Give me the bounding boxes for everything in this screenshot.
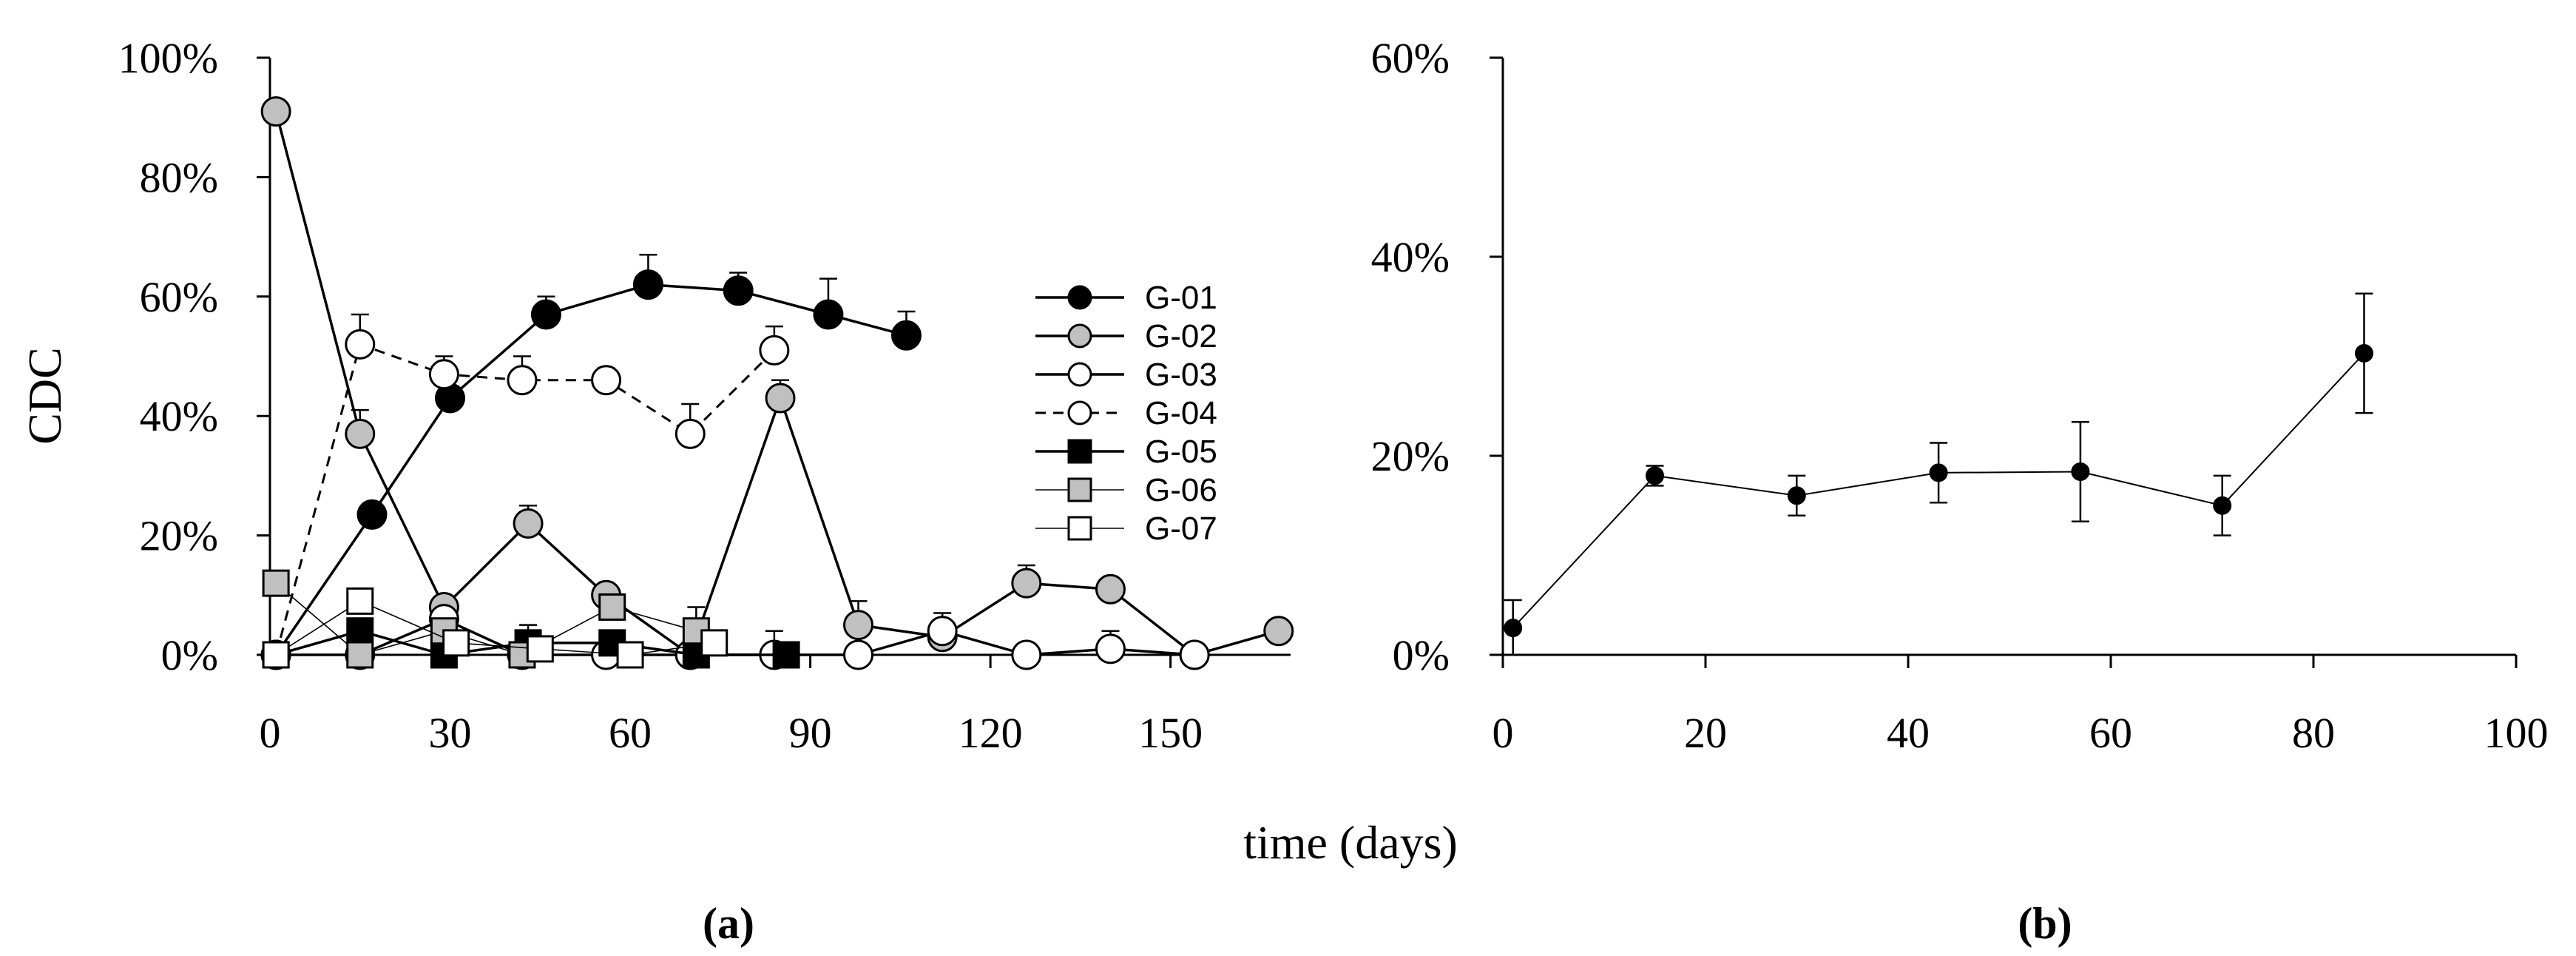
legend-label-g-03: G-03 — [1145, 357, 1217, 393]
shared-x-axis-label: time (days) — [1243, 816, 1458, 869]
series-line — [275, 582, 697, 656]
data-point — [598, 593, 626, 621]
data-point — [772, 641, 800, 669]
data-point — [2071, 462, 2090, 482]
data-point — [262, 641, 290, 669]
data-point — [700, 629, 728, 657]
data-point — [262, 569, 290, 597]
data-point — [1646, 466, 1664, 485]
legend-marker-g-01 — [1067, 285, 1092, 310]
data-point — [356, 499, 388, 530]
legend-marker-g-04 — [1067, 400, 1092, 425]
data-point — [507, 365, 538, 396]
data-point — [1504, 619, 1523, 638]
y-tick-label: 60% — [1371, 34, 1450, 82]
y-tick-label: 100% — [118, 34, 218, 82]
y-tick-label: 0% — [1393, 631, 1450, 679]
data-point — [526, 635, 554, 663]
data-point — [927, 616, 958, 647]
y-tick-label: 60% — [140, 273, 218, 321]
series-g-04 — [260, 313, 790, 670]
series-g-03 — [260, 604, 1210, 670]
series-g-07 — [262, 587, 728, 669]
y-tick-label: 20% — [140, 512, 218, 560]
legend-label-g-02: G-02 — [1145, 318, 1217, 354]
data-point — [1095, 573, 1126, 605]
data-point — [513, 508, 544, 539]
data-point — [1263, 616, 1294, 647]
data-point — [442, 629, 470, 657]
x-tick-label: 100 — [2484, 709, 2549, 757]
y-tick-label: 20% — [1371, 432, 1450, 480]
y-tick-label: 0% — [161, 631, 218, 679]
series-main — [1504, 292, 2373, 656]
x-tick-label: 0 — [1492, 709, 1514, 757]
series-line — [275, 600, 714, 656]
data-point — [346, 617, 374, 645]
data-point — [1179, 639, 1210, 670]
legend: G-01G-02G-03G-04G-05G-06G-07 — [1035, 280, 1217, 547]
y-tick-label: 80% — [140, 153, 218, 201]
data-point — [346, 587, 374, 615]
panel-label-b: (b) — [2018, 899, 2072, 948]
data-point — [723, 275, 754, 306]
data-point — [591, 365, 622, 396]
x-tick-label: 0 — [260, 709, 281, 757]
x-tick-label: 90 — [789, 709, 832, 757]
data-point — [1095, 633, 1126, 664]
data-point — [345, 329, 376, 360]
data-point — [843, 610, 874, 641]
series-line — [274, 111, 1279, 656]
chart-panel-b: 0% 20% 40% 60% 0 20 40 60 80 100 — [1371, 34, 2549, 757]
data-point — [843, 639, 874, 670]
series-g-02 — [260, 96, 1294, 670]
x-tick-label: 40 — [1887, 709, 1930, 757]
x-tick-label: 150 — [1138, 709, 1203, 757]
data-point — [632, 269, 663, 300]
y-axis-label: CDC — [18, 347, 71, 445]
data-point — [759, 334, 790, 366]
x-tick-label: 60 — [2089, 709, 2132, 757]
legend-marker-g-03 — [1067, 362, 1092, 387]
y-tick-label: 40% — [1371, 233, 1450, 281]
y-tick-label: 40% — [140, 392, 218, 440]
panel-label-a: (a) — [703, 899, 754, 948]
data-point — [530, 299, 561, 330]
x-tick-label: 20 — [1684, 709, 1727, 757]
data-point — [616, 641, 644, 669]
chart-panel-a: 0%20%40%60%80%100%0 30 60 90 120 150CDCG-01G-… — [18, 34, 1294, 757]
data-point — [345, 418, 376, 449]
data-point — [346, 641, 374, 669]
data-point — [890, 320, 922, 351]
data-point — [260, 96, 291, 127]
legend-marker-g-06 — [1067, 477, 1092, 502]
legend-marker-g-07 — [1067, 516, 1092, 541]
data-point — [428, 359, 459, 390]
x-tick-label: 60 — [609, 709, 652, 757]
x-tick-label: 80 — [2292, 709, 2335, 757]
legend-label-g-06: G-06 — [1145, 472, 1217, 508]
data-point — [765, 383, 796, 414]
data-point — [1011, 568, 1042, 599]
data-point — [675, 418, 706, 449]
legend-marker-g-02 — [1067, 323, 1092, 349]
data-point — [1929, 463, 1948, 482]
legend-marker-g-05 — [1067, 439, 1092, 464]
legend-label-g-04: G-04 — [1145, 395, 1217, 431]
legend-label-g-05: G-05 — [1145, 434, 1217, 470]
data-point — [2355, 343, 2373, 363]
x-tick-label: 120 — [959, 709, 1023, 757]
legend-label-g-01: G-01 — [1145, 280, 1217, 316]
data-point — [1011, 639, 1042, 670]
data-point — [2213, 496, 2232, 515]
data-point — [1787, 486, 1806, 505]
data-point — [813, 299, 844, 330]
series-line — [274, 283, 907, 656]
legend-label-g-07: G-07 — [1145, 511, 1217, 547]
x-tick-label: 30 — [429, 709, 472, 757]
